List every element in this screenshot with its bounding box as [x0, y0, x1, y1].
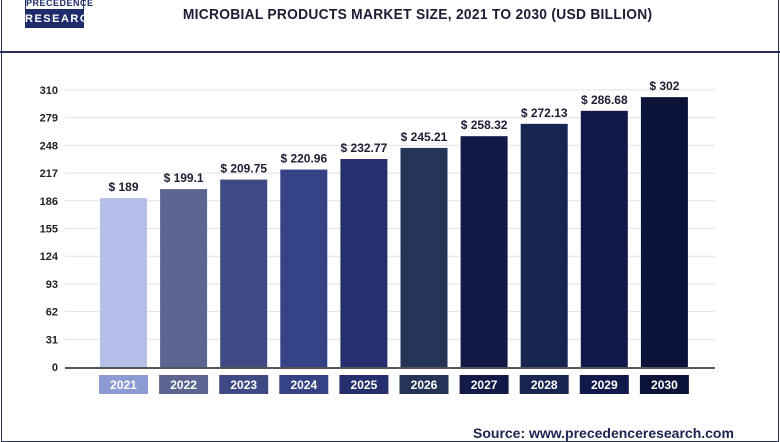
x-tick-label: 2024 — [290, 378, 317, 392]
x-tick-label: 2021 — [110, 378, 137, 392]
x-label-box — [399, 375, 449, 394]
data-label: $ 258.32 — [461, 118, 508, 132]
header-divider — [0, 51, 780, 53]
x-label-box — [339, 375, 389, 394]
x-label-box — [219, 375, 269, 394]
logo-line2: RESEARCH — [25, 13, 99, 25]
x-tick-label: 2028 — [531, 378, 558, 392]
precedence-research-logo: PRECEDENCE RESEARCH — [25, 0, 99, 28]
y-tick-label: 155 — [40, 224, 58, 236]
bar-2022 — [160, 189, 208, 367]
y-tick-label: 124 — [40, 251, 59, 263]
x-tick-label: 2025 — [351, 378, 378, 392]
source-text: Source: www.precedenceresearch.com — [473, 425, 734, 441]
data-label: $ 209.75 — [220, 162, 267, 176]
y-tick-label: 217 — [40, 168, 58, 180]
x-label-box — [99, 375, 148, 394]
x-tick-label: 2023 — [230, 378, 257, 392]
data-label: $ 232.77 — [341, 141, 388, 155]
x-tick-label: 2030 — [651, 378, 678, 392]
y-tick-label: 31 — [46, 334, 58, 346]
x-label-box — [159, 375, 209, 394]
bar-2028 — [520, 123, 568, 367]
bar-2024 — [280, 169, 328, 367]
y-tick-label: 62 — [46, 307, 58, 319]
y-tick-label: 279 — [40, 113, 58, 125]
y-tick-label: 248 — [40, 140, 58, 152]
x-label-box — [459, 375, 509, 394]
y-tick-label: 93 — [46, 279, 58, 291]
data-label: $ 302 — [649, 79, 679, 93]
logo-line1: PRECEDENCE — [25, 0, 93, 10]
bar-2026 — [400, 147, 448, 367]
y-tick-label: 0 — [52, 362, 58, 374]
data-label: $ 245.21 — [401, 130, 448, 144]
x-label-box — [639, 375, 689, 394]
data-label: $ 272.13 — [521, 106, 568, 120]
bar-2027 — [460, 136, 508, 367]
data-label: $ 286.68 — [581, 93, 628, 107]
x-label-box — [519, 375, 569, 394]
bar-2029 — [580, 110, 628, 367]
x-tick-label: 2026 — [411, 378, 438, 392]
bar-2030 — [640, 97, 688, 368]
data-label: $ 220.96 — [280, 152, 327, 166]
y-tick-label: 186 — [40, 196, 58, 208]
y-tick-label: 310 — [40, 85, 58, 97]
data-label: $ 199.1 — [164, 171, 204, 185]
data-label: $ 189 — [108, 180, 138, 194]
bar-2021 — [100, 198, 147, 367]
bar-2023 — [220, 179, 268, 367]
x-tick-label: 2027 — [471, 378, 498, 392]
chart-title: MICROBIAL PRODUCTS MARKET SIZE, 2021 TO … — [182, 6, 653, 23]
x-label-box — [579, 375, 629, 394]
x-tick-label: 2029 — [591, 378, 618, 392]
x-label-box — [279, 375, 329, 394]
x-tick-label: 2022 — [170, 378, 197, 392]
bar-2025 — [340, 159, 388, 367]
